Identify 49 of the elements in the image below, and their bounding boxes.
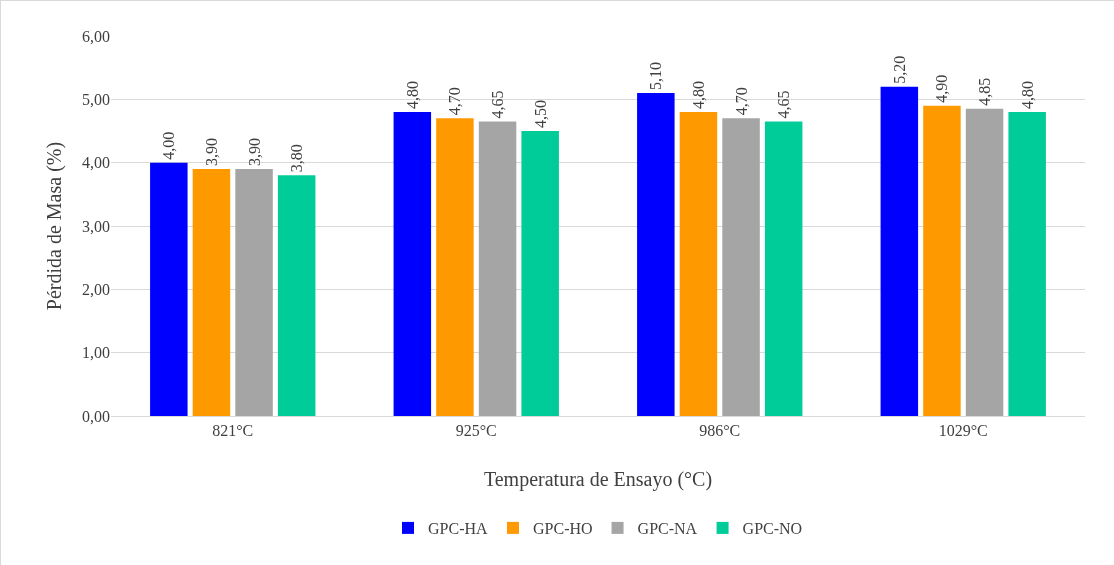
y-tick-label: 2,00	[82, 280, 110, 298]
data-label: 4,65	[775, 90, 793, 119]
data-label: 4,90	[933, 74, 951, 103]
data-label: 4,80	[1018, 81, 1036, 109]
data-label: 5,20	[890, 55, 908, 84]
data-label: 4,85	[976, 77, 994, 106]
x-tick-label: 986°C	[699, 422, 741, 440]
bar	[679, 112, 718, 416]
bar	[1008, 112, 1046, 416]
bar	[192, 169, 231, 416]
bar	[150, 162, 188, 416]
bar	[637, 93, 675, 416]
y-tick-label: 1,00	[82, 344, 110, 362]
bar	[521, 131, 559, 416]
legend-label: GPC-HO	[533, 520, 593, 538]
bar	[393, 112, 432, 416]
data-label: 4,70	[732, 87, 750, 116]
data-label: 4,80	[689, 81, 707, 109]
bar	[764, 121, 803, 416]
bar	[478, 121, 517, 416]
data-label: 4,00	[160, 131, 178, 160]
data-label: 4,70	[446, 87, 464, 116]
y-tick-label: 5,00	[82, 90, 110, 108]
bar	[235, 169, 273, 416]
data-label: 3,80	[288, 144, 306, 173]
bar	[277, 175, 316, 416]
legend-label: GPC-HA	[428, 520, 489, 538]
data-label: 3,90	[202, 138, 220, 166]
y-axis-title: Pérdida de Masa (%)	[43, 141, 66, 311]
x-tick-label: 1029°C	[938, 422, 988, 440]
data-label: 4,80	[403, 81, 421, 109]
bar	[965, 108, 1004, 416]
data-label: 4,65	[489, 90, 507, 119]
y-tick-label: 0,00	[82, 407, 110, 425]
data-label: 3,90	[245, 138, 263, 166]
legend-label: GPC-NO	[742, 520, 803, 538]
bar	[436, 118, 474, 416]
bar	[722, 118, 760, 416]
y-tick-label: 3,00	[82, 217, 110, 235]
bar	[923, 105, 961, 416]
data-label: 5,10	[647, 62, 665, 90]
x-tick-label: 821°C	[212, 422, 254, 440]
legend-label: GPC-NA	[637, 520, 698, 538]
x-axis-title: Temperatura de Ensayo (°C)	[483, 468, 713, 491]
y-tick-label: 6,00	[82, 27, 110, 45]
y-tick-label: 4,00	[82, 154, 110, 172]
x-tick-label: 925°C	[455, 422, 497, 440]
bar	[880, 86, 919, 416]
data-label: 4,50	[531, 100, 549, 128]
